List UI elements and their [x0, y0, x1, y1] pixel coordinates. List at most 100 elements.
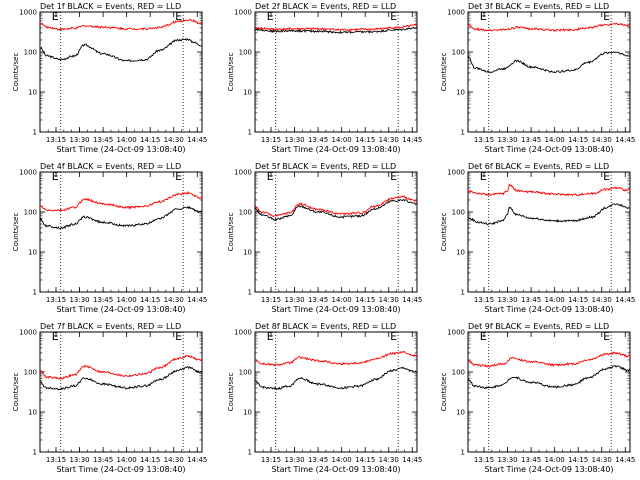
y-tick-label: 1 — [33, 449, 37, 457]
x-axis-label: Start Time (24-Oct-09 13:08:40) — [56, 305, 185, 314]
x-tick-label: 13:45 — [521, 456, 541, 464]
x-tick-label: 14:00 — [332, 136, 352, 144]
series-lld-line — [467, 351, 631, 368]
marker-label: E — [52, 10, 59, 23]
y-axis-label: Counts/sec — [440, 213, 448, 252]
plot-frame — [467, 171, 631, 293]
marker-label: E — [603, 170, 610, 183]
x-tick-label: 14:15 — [140, 136, 160, 144]
chart-svg: Det 3f BLACK = Events, RED = LLD 1 10 100 10… — [440, 2, 635, 154]
y-tick-label: 1 — [248, 449, 252, 457]
x-tick-label: 13:45 — [308, 456, 328, 464]
series-events-line — [254, 26, 418, 34]
series-events-line — [254, 198, 418, 221]
marker-label: E — [390, 10, 397, 23]
chart-panel-9: Det 9f BLACK = Events, RED = LLD 1 10 100 10… — [428, 320, 638, 480]
y-tick-label: 100 — [239, 49, 252, 57]
x-tick-label: 13:45 — [93, 296, 113, 304]
series-lld-line — [39, 190, 203, 212]
x-tick-label: 13:45 — [93, 136, 113, 144]
x-tick-label: 14:00 — [545, 296, 565, 304]
chart-title: Det 3f BLACK = Events, RED = LLD — [468, 2, 609, 11]
x-tick-label: 13:15 — [46, 296, 66, 304]
x-tick-label: 14:00 — [332, 456, 352, 464]
x-axis-label: Start Time (24-Oct-09 13:08:40) — [56, 465, 185, 474]
x-tick-label: 13:30 — [69, 456, 89, 464]
x-tick-label: 13:30 — [497, 296, 517, 304]
chart-panel-6: Det 6f BLACK = Events, RED = LLD 1 10 100 10… — [428, 160, 638, 320]
y-tick-label: 100 — [452, 209, 465, 217]
y-tick-label: 1000 — [447, 169, 465, 177]
chart-panel-7: Det 7f BLACK = Events, RED = LLD 1 10 100 10… — [0, 320, 210, 480]
y-tick-label: 1000 — [19, 329, 37, 337]
plot-frame — [254, 331, 418, 453]
x-tick-label: 13:30 — [284, 296, 304, 304]
series-events-line — [39, 365, 203, 391]
plot-frame — [254, 171, 418, 293]
series-lld-line — [467, 22, 631, 33]
y-tick-label: 1000 — [447, 9, 465, 17]
chart-title: Det 9f BLACK = Events, RED = LLD — [468, 322, 609, 331]
marker-label: E — [267, 330, 274, 343]
x-tick-label: 13:30 — [69, 136, 89, 144]
x-tick-label: 13:45 — [308, 296, 328, 304]
y-axis-label: Counts/sec — [440, 53, 448, 92]
chart-panel-3: Det 3f BLACK = Events, RED = LLD 1 10 100 10… — [428, 0, 638, 160]
y-tick-label: 10 — [28, 409, 37, 417]
series-events-line — [254, 366, 418, 390]
y-tick-label: 100 — [452, 49, 465, 57]
series-events-line — [467, 365, 631, 389]
x-tick-label: 14:45 — [187, 136, 207, 144]
chart-panel-2: Det 2f BLACK = Events, RED = LLD 1 10 100 10… — [215, 0, 425, 160]
y-axis-label: Counts/sec — [12, 373, 20, 412]
x-tick-label: 13:15 — [261, 296, 281, 304]
x-tick-label: 13:45 — [521, 296, 541, 304]
y-tick-label: 10 — [243, 409, 252, 417]
y-tick-label: 10 — [456, 409, 465, 417]
x-tick-label: 14:00 — [545, 136, 565, 144]
y-tick-label: 1 — [248, 289, 252, 297]
x-axis-label: Start Time (24-Oct-09 13:08:40) — [271, 305, 400, 314]
x-tick-label: 14:45 — [615, 136, 635, 144]
x-tick-label: 13:15 — [474, 136, 494, 144]
chart-title: Det 5f BLACK = Events, RED = LLD — [255, 162, 396, 171]
x-tick-label: 14:00 — [117, 456, 137, 464]
chart-panel-1: Det 1f BLACK = Events, RED = LLD 1 10 100 10… — [0, 0, 210, 160]
x-tick-label: 14:45 — [402, 456, 422, 464]
series-events-line — [467, 203, 631, 226]
x-tick-label: 14:45 — [187, 296, 207, 304]
series-lld-line — [39, 354, 203, 380]
y-tick-label: 1000 — [447, 329, 465, 337]
x-tick-label: 14:30 — [379, 456, 399, 464]
plot-frame — [39, 331, 203, 453]
y-tick-label: 10 — [243, 89, 252, 97]
marker-label: E — [175, 170, 182, 183]
x-tick-label: 13:45 — [308, 136, 328, 144]
y-axis-label: Counts/sec — [12, 53, 20, 92]
x-axis-label: Start Time (24-Oct-09 13:08:40) — [484, 305, 613, 314]
plot-frame — [467, 11, 631, 133]
chart-panel-8: Det 8f BLACK = Events, RED = LLD 1 10 100 10… — [215, 320, 425, 480]
y-tick-label: 1 — [248, 129, 252, 137]
marker-label: E — [175, 10, 182, 23]
y-tick-label: 100 — [24, 49, 37, 57]
x-tick-label: 14:30 — [592, 456, 612, 464]
marker-label: E — [52, 170, 59, 183]
marker-label: E — [390, 170, 397, 183]
x-tick-label: 14:30 — [592, 296, 612, 304]
chart-panel-4: Det 4f BLACK = Events, RED = LLD 1 10 100 10… — [0, 160, 210, 320]
y-tick-label: 1000 — [234, 329, 252, 337]
y-tick-label: 100 — [24, 209, 37, 217]
x-tick-label: 13:15 — [261, 136, 281, 144]
y-tick-label: 1000 — [234, 9, 252, 17]
chart-title: Det 8f BLACK = Events, RED = LLD — [255, 322, 396, 331]
x-tick-label: 14:00 — [332, 296, 352, 304]
x-tick-label: 14:15 — [140, 456, 160, 464]
x-tick-label: 13:30 — [284, 136, 304, 144]
series-lld-line — [254, 24, 418, 32]
chart-svg: Det 6f BLACK = Events, RED = LLD 1 10 100 10… — [440, 162, 635, 314]
x-tick-label: 13:30 — [69, 296, 89, 304]
x-tick-label: 14:15 — [568, 136, 588, 144]
plot-frame — [39, 171, 203, 293]
x-tick-label: 13:15 — [46, 136, 66, 144]
